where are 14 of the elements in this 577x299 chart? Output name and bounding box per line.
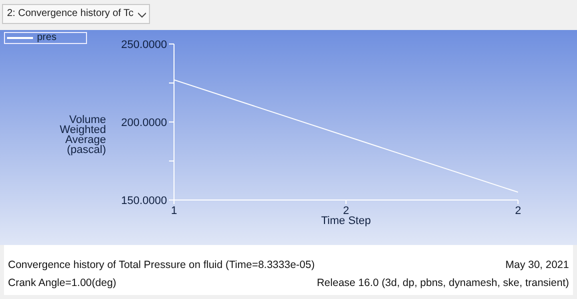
- text: May 30, 2021: [504, 259, 569, 273]
- text: Release 16.0 (3d, dp, pbns, dynamesh, ske, transient): [316, 277, 569, 291]
- y-tick-label: 200.0000: [121, 116, 167, 129]
- text: 2: Convergence history of Tc: [2, 4, 150, 24]
- y-tick-label: 150.0000: [121, 194, 167, 207]
- x-axis-title: Time Step: [321, 214, 371, 227]
- legend-label: pres: [37, 32, 56, 43]
- x-tick-label: 2: [342, 204, 350, 217]
- x-tick-label: 2: [514, 204, 522, 217]
- text: Convergence history of Total Pressure on fluid (Time=8.3333e-05): [8, 259, 316, 273]
- text: Crank Angle=1.00(deg): [8, 277, 118, 291]
- y-axis-title: Volume Weighted Average (pascal): [58, 114, 106, 156]
- y-tick-label: 250.0000: [121, 38, 167, 51]
- x-tick-label: 1: [170, 204, 178, 217]
